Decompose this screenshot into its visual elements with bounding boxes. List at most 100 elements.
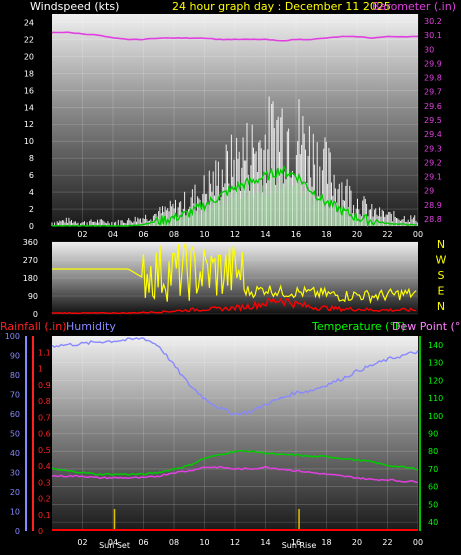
temp-x-tick: 06 xyxy=(138,538,148,547)
humidity-y-tick: 100 xyxy=(5,332,20,341)
barometer-axis-label: Barometer (.in) xyxy=(372,0,456,13)
compass-label: N xyxy=(437,238,445,251)
wind-y-tick: 14 xyxy=(24,103,34,112)
temp-plot-area xyxy=(52,336,418,531)
barometer-y-tick: 30.2 xyxy=(424,17,442,26)
temp-x-tick: 18 xyxy=(321,538,331,547)
temp-x-tick: 12 xyxy=(230,538,240,547)
barometer-y-tick: 28.8 xyxy=(424,215,442,224)
dewpoint-line xyxy=(51,465,419,483)
compass-label: S xyxy=(438,269,445,282)
direction-y-tick: 180 xyxy=(23,274,38,283)
wind-y-tick: 16 xyxy=(24,86,34,95)
humidity-y-tick: 50 xyxy=(10,430,20,439)
temp-x-tick: 10 xyxy=(199,538,209,547)
temperature-y-tick: 120 xyxy=(428,376,443,385)
barometer-y-tick: 29.5 xyxy=(424,116,442,125)
barometer-y-tick: 30.1 xyxy=(424,31,442,40)
wind-x-tick: 22 xyxy=(382,230,392,239)
wind-y-tick: 2 xyxy=(29,205,34,214)
rainfall-y-tick: 0.7 xyxy=(38,413,51,422)
temperature-y-tick: 90 xyxy=(428,430,438,439)
wind-y-tick: 24 xyxy=(24,18,34,27)
humidity-y-tick: 90 xyxy=(10,352,20,361)
barometer-y-tick: 30 xyxy=(424,45,434,54)
temperature-y-tick: 110 xyxy=(428,394,443,403)
wind-x-tick: 18 xyxy=(321,230,331,239)
humidity-y-tick: 0 xyxy=(15,527,20,536)
compass-label: W xyxy=(436,254,447,267)
rainfall-y-tick: 0.2 xyxy=(38,495,51,504)
barometer-y-tick: 29.2 xyxy=(424,158,442,167)
rainfall-y-tick: 0.3 xyxy=(38,478,51,487)
wind-x-tick: 16 xyxy=(291,230,301,239)
humidity-axis-label: Humidity xyxy=(66,320,116,333)
wind-x-tick: 20 xyxy=(352,230,362,239)
wind-x-tick: 08 xyxy=(169,230,179,239)
barometer-y-tick: 29.6 xyxy=(424,102,442,111)
humidity-y-tick: 80 xyxy=(10,371,20,380)
chart-title: 24 hour graph day : December 11 2025 xyxy=(172,0,391,13)
direction-speed-line xyxy=(51,296,417,315)
wind-y-tick: 22 xyxy=(24,35,34,44)
rainfall-y-tick: 1.1 xyxy=(38,348,51,357)
temp-x-tick: 20 xyxy=(352,538,362,547)
barometer-y-tick: 29 xyxy=(424,187,434,196)
humidity-line xyxy=(51,337,419,416)
wind-y-tick: 8 xyxy=(29,154,34,163)
rainfall-axis-label: Rainfall (.in) xyxy=(0,320,67,333)
wind-y-tick: 20 xyxy=(24,52,34,61)
temperature-y-tick: 70 xyxy=(428,465,438,474)
temp-x-tick: 14 xyxy=(260,538,270,547)
temp-x-tick: 04 xyxy=(108,538,118,547)
rainfall-y-tick: 0.4 xyxy=(38,462,51,471)
rainfall-y-tick: 0.6 xyxy=(38,430,51,439)
temperature-line xyxy=(51,449,419,476)
wind-y-tick: 6 xyxy=(29,171,34,180)
humidity-y-tick: 30 xyxy=(10,469,20,478)
humidity-y-tick: 60 xyxy=(10,410,20,419)
rainfall-y-tick: 0 xyxy=(38,527,43,536)
temperature-y-tick: 40 xyxy=(428,518,438,527)
temp-x-tick: 00 xyxy=(413,538,423,547)
barometer-y-tick: 29.7 xyxy=(424,88,442,97)
sunset-label: Sun Set xyxy=(99,541,130,550)
temp-x-tick: 22 xyxy=(382,538,392,547)
rainfall-y-tick: 0.5 xyxy=(38,446,51,455)
compass-label: N xyxy=(437,300,445,313)
wind-axis-label: Windspeed (kts) xyxy=(30,0,119,13)
wind-x-tick: 02 xyxy=(77,230,87,239)
barometer-line xyxy=(51,31,418,42)
humidity-y-tick: 40 xyxy=(10,449,20,458)
temperature-y-tick: 50 xyxy=(428,500,438,509)
direction-y-tick: 360 xyxy=(23,238,38,247)
wind-y-tick: 10 xyxy=(24,137,34,146)
barometer-y-tick: 29.4 xyxy=(424,130,442,139)
direction-y-tick: 90 xyxy=(28,292,38,301)
rainfall-y-tick: 1 xyxy=(38,365,43,374)
barometer-y-tick: 29.8 xyxy=(424,74,442,83)
rainfall-y-tick: 0.9 xyxy=(38,381,51,390)
sunrise-label: Sun Rise xyxy=(282,541,317,550)
temperature-y-tick: 130 xyxy=(428,359,443,368)
direction-y-tick: 0 xyxy=(33,310,38,319)
dewpoint-axis-label: Dew Point (°F) xyxy=(392,320,461,333)
wind-x-tick: 00 xyxy=(413,230,423,239)
temperature-y-tick: 140 xyxy=(428,341,443,350)
humidity-y-tick: 70 xyxy=(10,391,20,400)
temperature-axis-label: Temperature (°F) xyxy=(311,320,406,333)
barometer-y-tick: 29.3 xyxy=(424,144,442,153)
wind-y-tick: 18 xyxy=(24,69,34,78)
direction-line xyxy=(52,242,417,305)
wind-x-tick: 10 xyxy=(199,230,209,239)
wind-x-tick: 12 xyxy=(230,230,240,239)
wind-x-tick: 04 xyxy=(108,230,118,239)
compass-label: E xyxy=(438,285,445,298)
wind-y-tick: 12 xyxy=(24,120,34,129)
rainfall-y-tick: 0.8 xyxy=(38,397,51,406)
barometer-y-tick: 29.1 xyxy=(424,173,442,182)
temp-x-tick: 02 xyxy=(77,538,87,547)
temperature-y-tick: 60 xyxy=(428,483,438,492)
temperature-y-tick: 100 xyxy=(428,412,443,421)
temp-x-tick: 16 xyxy=(291,538,301,547)
